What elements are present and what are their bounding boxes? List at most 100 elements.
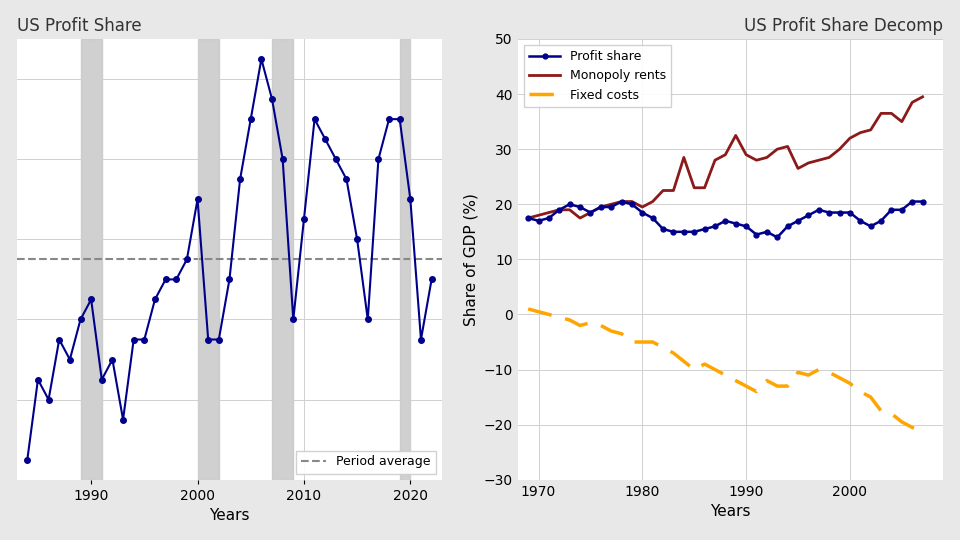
- X-axis label: Years: Years: [710, 504, 751, 519]
- Profit share: [533, 218, 544, 224]
- Fixed costs: [751, 388, 762, 395]
- Fixed costs: [574, 322, 586, 329]
- Monopoly rents: [751, 157, 762, 164]
- Profit share: [906, 198, 918, 205]
- Fixed costs: [772, 383, 783, 389]
- Profit share: [772, 234, 783, 241]
- Y-axis label: Share of GDP (%): Share of GDP (%): [463, 193, 478, 326]
- Profit share: [585, 210, 596, 216]
- Fixed costs: [844, 380, 855, 387]
- Profit share: [699, 226, 710, 232]
- Profit share: [678, 228, 689, 235]
- Fixed costs: [854, 388, 866, 395]
- Bar: [198, 39, 219, 480]
- Monopoly rents: [554, 207, 565, 213]
- Fixed costs: [615, 330, 627, 337]
- Monopoly rents: [522, 215, 534, 221]
- Monopoly rents: [688, 185, 700, 191]
- Profit share: [834, 210, 846, 216]
- Profit share: [543, 215, 555, 221]
- Profit share: [854, 218, 866, 224]
- Fixed costs: [740, 383, 752, 389]
- Monopoly rents: [658, 187, 669, 194]
- Fixed costs: [813, 366, 825, 373]
- Profit share: [917, 198, 928, 205]
- Profit share: [709, 223, 721, 230]
- Profit share: [595, 204, 607, 210]
- Profit share: [813, 207, 825, 213]
- Fixed costs: [668, 350, 680, 356]
- Monopoly rents: [636, 204, 648, 210]
- Monopoly rents: [803, 160, 814, 166]
- Monopoly rents: [781, 143, 793, 150]
- Fixed costs: [824, 369, 835, 375]
- Fixed costs: [647, 339, 659, 345]
- Profit share: [615, 198, 627, 205]
- Fixed costs: [636, 339, 648, 345]
- Monopoly rents: [709, 157, 721, 164]
- Fixed costs: [699, 361, 710, 367]
- Legend: Period average: Period average: [297, 450, 436, 474]
- Fixed costs: [585, 320, 596, 326]
- Fixed costs: [896, 418, 907, 425]
- Fixed costs: [522, 306, 534, 312]
- Profit share: [824, 210, 835, 216]
- Bar: [399, 39, 410, 480]
- Legend: Profit share, Monopoly rents, Fixed costs: Profit share, Monopoly rents, Fixed cost…: [524, 45, 671, 107]
- Monopoly rents: [876, 110, 887, 117]
- Fixed costs: [730, 377, 741, 384]
- Monopoly rents: [896, 118, 907, 125]
- Fixed costs: [564, 317, 575, 323]
- Monopoly rents: [824, 154, 835, 161]
- Monopoly rents: [615, 198, 627, 205]
- Fixed costs: [792, 369, 804, 375]
- Monopoly rents: [647, 198, 659, 205]
- Fixed costs: [917, 430, 928, 436]
- Monopoly rents: [792, 165, 804, 172]
- Profit share: [844, 210, 855, 216]
- Profit share: [658, 226, 669, 232]
- Profit share: [751, 231, 762, 238]
- Monopoly rents: [595, 204, 607, 210]
- Fixed costs: [678, 358, 689, 365]
- Text: US Profit Share: US Profit Share: [16, 17, 141, 35]
- Fixed costs: [658, 345, 669, 351]
- Line: Monopoly rents: Monopoly rents: [528, 97, 923, 218]
- Profit share: [636, 210, 648, 216]
- Profit share: [792, 218, 804, 224]
- Profit share: [740, 223, 752, 230]
- Monopoly rents: [906, 99, 918, 106]
- Monopoly rents: [585, 210, 596, 216]
- Monopoly rents: [626, 198, 637, 205]
- Profit share: [761, 228, 773, 235]
- Monopoly rents: [564, 207, 575, 213]
- Fixed costs: [876, 408, 887, 414]
- Profit share: [626, 201, 637, 207]
- Fixed costs: [720, 372, 732, 379]
- Monopoly rents: [761, 154, 773, 161]
- Line: Fixed costs: Fixed costs: [528, 309, 923, 433]
- Bar: [81, 39, 102, 480]
- Monopoly rents: [543, 210, 555, 216]
- Profit share: [876, 218, 887, 224]
- Monopoly rents: [886, 110, 898, 117]
- Monopoly rents: [533, 212, 544, 219]
- Fixed costs: [709, 366, 721, 373]
- Profit share: [647, 215, 659, 221]
- Profit share: [554, 207, 565, 213]
- Fixed costs: [834, 375, 846, 381]
- Profit share: [803, 212, 814, 219]
- Fixed costs: [626, 339, 637, 345]
- Profit share: [781, 223, 793, 230]
- Profit share: [522, 215, 534, 221]
- Monopoly rents: [740, 151, 752, 158]
- Fixed costs: [761, 377, 773, 384]
- Fixed costs: [554, 314, 565, 320]
- Monopoly rents: [730, 132, 741, 139]
- Profit share: [574, 204, 586, 210]
- Text: US Profit Share Decomp: US Profit Share Decomp: [744, 17, 944, 35]
- Fixed costs: [543, 311, 555, 318]
- Monopoly rents: [844, 135, 855, 141]
- Monopoly rents: [720, 151, 732, 158]
- Bar: [272, 39, 294, 480]
